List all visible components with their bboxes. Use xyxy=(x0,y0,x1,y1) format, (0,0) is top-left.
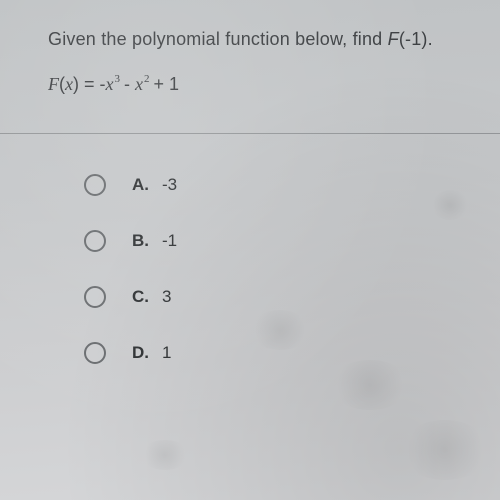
choice-letter-c: C. xyxy=(132,287,154,307)
radio-b[interactable] xyxy=(84,230,106,252)
answer-choices: A. -3 B. -1 C. 3 D. 1 xyxy=(0,134,500,364)
radio-d[interactable] xyxy=(84,342,106,364)
formula-plus1: + 1 xyxy=(149,74,180,94)
choice-d[interactable]: D. 1 xyxy=(84,342,500,364)
formula-exp1: 3 xyxy=(115,73,121,85)
formula-x1: x xyxy=(106,74,114,94)
formula-eq: ) = - xyxy=(73,74,106,94)
photo-smudge xyxy=(140,440,190,470)
radio-c[interactable] xyxy=(84,286,106,308)
choice-text-d: 1 xyxy=(162,343,171,363)
question-formula: F(x) = -x3 - x2 + 1 xyxy=(48,74,482,95)
prompt-text: Given the polynomial function below, fin… xyxy=(48,29,388,49)
formula-F: F xyxy=(48,74,59,94)
choice-text-a: -3 xyxy=(162,175,177,195)
choice-a[interactable]: A. -3 xyxy=(84,174,500,196)
photo-smudge xyxy=(330,360,410,410)
choice-text-b: -1 xyxy=(162,231,177,251)
choice-b[interactable]: B. -1 xyxy=(84,230,500,252)
radio-a[interactable] xyxy=(84,174,106,196)
formula-exp2: 2 xyxy=(144,73,150,85)
formula-x2: x xyxy=(135,74,143,94)
choice-letter-b: B. xyxy=(132,231,154,251)
formula-x-lhs: x xyxy=(65,74,73,94)
formula-minus: - xyxy=(119,74,135,94)
prompt-func-arg: (-1). xyxy=(399,29,433,49)
prompt-func-name: F xyxy=(388,29,399,49)
photo-smudge xyxy=(400,420,490,480)
choice-letter-a: A. xyxy=(132,175,154,195)
choice-letter-d: D. xyxy=(132,343,154,363)
choice-c[interactable]: C. 3 xyxy=(84,286,500,308)
question-prompt: Given the polynomial function below, fin… xyxy=(48,26,482,52)
choice-text-c: 3 xyxy=(162,287,171,307)
question-block: Given the polynomial function below, fin… xyxy=(0,0,500,103)
